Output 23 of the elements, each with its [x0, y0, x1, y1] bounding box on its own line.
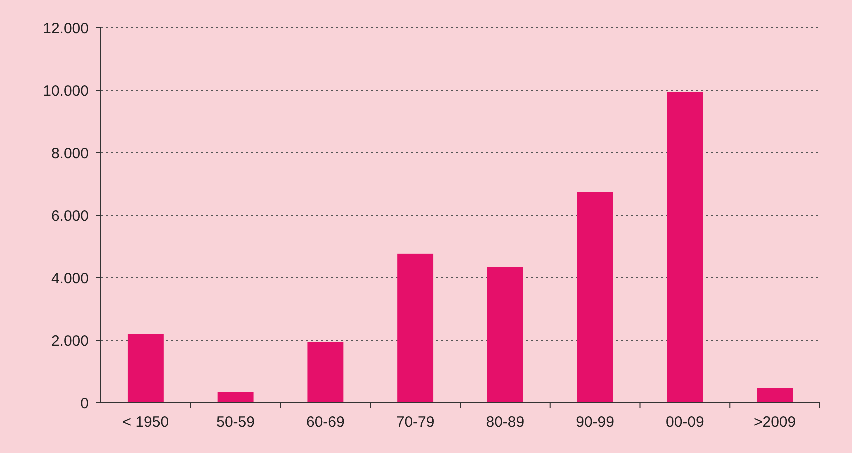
y-tick-label: 10.000 — [43, 82, 89, 100]
y-tick-label: 2.000 — [51, 332, 89, 350]
bar — [218, 392, 254, 403]
x-tick-label: 70-79 — [396, 414, 435, 431]
bar — [308, 342, 344, 403]
y-tick-label: 8.000 — [51, 145, 89, 162]
x-tick-label: 90-99 — [576, 414, 614, 431]
y-tick-label: 12.000 — [43, 20, 89, 38]
bar — [757, 388, 794, 403]
bar — [487, 267, 524, 403]
x-tick-label: >2009 — [754, 414, 796, 431]
x-tick-label: 80-89 — [486, 414, 525, 431]
y-tick-label: 6.000 — [51, 208, 89, 225]
bar — [667, 92, 704, 403]
y-tick-label: 4.000 — [51, 270, 89, 288]
bar — [398, 254, 434, 403]
y-tick-label: 0 — [80, 395, 89, 412]
bar — [128, 334, 164, 403]
x-tick-label: < 1950 — [122, 414, 170, 431]
x-tick-label: 00-09 — [666, 414, 704, 431]
bar — [577, 192, 614, 403]
x-tick-label: 50-59 — [216, 414, 255, 431]
x-tick-label: 60-69 — [306, 414, 345, 431]
